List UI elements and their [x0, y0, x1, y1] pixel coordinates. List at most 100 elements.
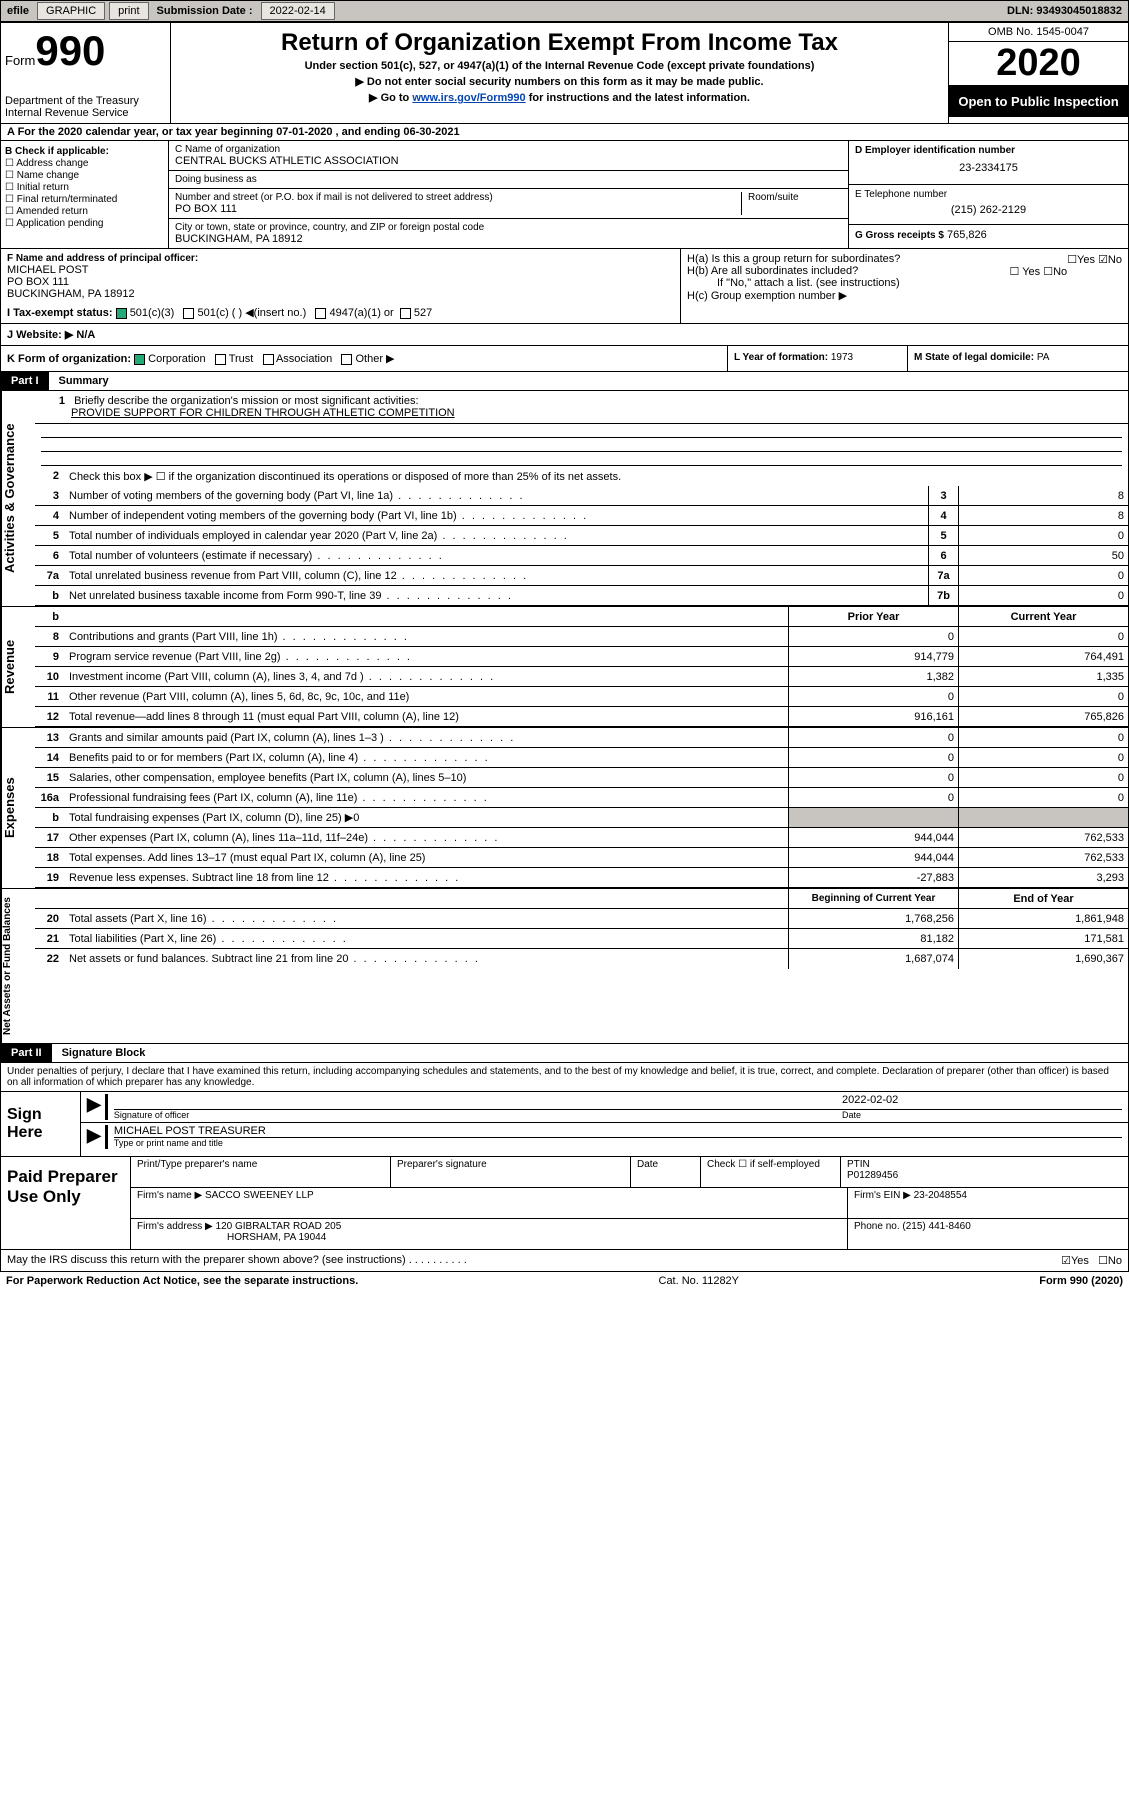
c11: 0 [958, 687, 1128, 706]
foot-center: Cat. No. 11282Y [659, 1275, 740, 1287]
c14: 0 [958, 748, 1128, 767]
subtitle-1: Under section 501(c), 527, or 4947(a)(1)… [181, 60, 938, 72]
line4: Number of independent voting members of … [65, 508, 928, 524]
col-current: Current Year [958, 607, 1128, 626]
p16a: 0 [788, 788, 958, 807]
p9: 914,779 [788, 647, 958, 666]
side-revenue: Revenue [1, 607, 35, 727]
checkbox-initial-return[interactable]: ☐ Initial return [5, 182, 164, 193]
checkbox-other[interactable] [341, 354, 352, 365]
c17: 762,533 [958, 828, 1128, 847]
tax-year: 2020 [949, 42, 1128, 86]
line11: Other revenue (Part VIII, column (A), li… [65, 689, 788, 705]
form-number: Form990 [5, 27, 166, 75]
submission-date: 2022-02-14 [261, 2, 335, 20]
year-formation: L Year of formation: 1973 [728, 346, 908, 371]
officer-street: PO BOX 111 [7, 276, 674, 288]
section-klm: K Form of organization: Corporation Trus… [0, 346, 1129, 372]
paid-preparer-label: Paid Preparer Use Only [1, 1157, 131, 1249]
firm-name: SACCO SWEENEY LLP [205, 1190, 314, 1201]
prep-sig-label: Preparer's signature [391, 1157, 631, 1187]
c13: 0 [958, 728, 1128, 747]
checkbox-final-return[interactable]: ☐ Final return/terminated [5, 194, 164, 205]
governance-section: Activities & Governance 1 Briefly descri… [0, 391, 1129, 606]
line10: Investment income (Part VIII, column (A)… [65, 669, 788, 685]
line2: Check this box ▶ ☐ if the organization d… [65, 468, 1128, 485]
p21: 81,182 [788, 929, 958, 948]
perjury-text: Under penalties of perjury, I declare th… [0, 1063, 1129, 1092]
b-header: B Check if applicable: [5, 146, 164, 157]
discuss-question: May the IRS discuss this return with the… [7, 1254, 467, 1267]
ptin-label: PTIN [847, 1159, 870, 1170]
city-value: BUCKINGHAM, PA 18912 [175, 233, 842, 245]
sig-date: 2022-02-02 [842, 1094, 1122, 1110]
c16a: 0 [958, 788, 1128, 807]
foot-left: For Paperwork Reduction Act Notice, see … [6, 1275, 358, 1287]
p8: 0 [788, 627, 958, 646]
val-6: 50 [958, 546, 1128, 565]
section-c: C Name of organization CENTRAL BUCKS ATH… [169, 141, 848, 248]
checkbox-amended-return[interactable]: ☐ Amended return [5, 206, 164, 217]
c22: 1,690,367 [958, 949, 1128, 969]
val-4: 8 [958, 506, 1128, 525]
p20: 1,768,256 [788, 909, 958, 928]
checkbox-501c[interactable] [183, 308, 194, 319]
city-label: City or town, state or province, country… [175, 222, 842, 233]
street-label: Number and street (or P.O. box if mail i… [175, 192, 741, 203]
checkbox-501c3[interactable] [116, 308, 127, 319]
checkbox-corporation[interactable] [134, 354, 145, 365]
checkbox-association[interactable] [263, 354, 274, 365]
ha-row: H(a) Is this a group return for subordin… [687, 253, 1122, 265]
graphic-button[interactable]: GRAPHIC [37, 2, 105, 20]
officer-city: BUCKINGHAM, PA 18912 [7, 288, 674, 300]
line19: Revenue less expenses. Subtract line 18 … [65, 870, 788, 886]
sign-here-block: Sign Here ▶ Signature of officer 2022-02… [0, 1092, 1129, 1157]
line7a: Total unrelated business revenue from Pa… [65, 568, 928, 584]
col-beginning: Beginning of Current Year [788, 889, 958, 908]
irs-link[interactable]: www.irs.gov/Form990 [412, 92, 525, 104]
line14: Benefits paid to or for members (Part IX… [65, 750, 788, 766]
firm-addr1: 120 GIBRALTAR ROAD 205 [216, 1221, 342, 1232]
website-row: J Website: ▶ N/A [0, 324, 1129, 346]
checkbox-527[interactable] [400, 308, 411, 319]
checkbox-name-change[interactable]: ☐ Name change [5, 170, 164, 181]
dln: DLN: 93493045018832 [1007, 5, 1128, 17]
c8: 0 [958, 627, 1128, 646]
phone-label: E Telephone number [855, 189, 1122, 200]
ptin-value: P01289456 [847, 1170, 898, 1181]
c10: 1,335 [958, 667, 1128, 686]
checkbox-application-pending[interactable]: ☐ Application pending [5, 218, 164, 229]
line17: Other expenses (Part IX, column (A), lin… [65, 830, 788, 846]
checkbox-address-change[interactable]: ☐ Address change [5, 158, 164, 169]
c9: 764,491 [958, 647, 1128, 666]
footer: For Paperwork Reduction Act Notice, see … [0, 1272, 1129, 1290]
prep-date-label: Date [631, 1157, 701, 1187]
firm-addr-label: Firm's address ▶ [137, 1221, 213, 1232]
discuss-no[interactable]: ☐No [1098, 1255, 1122, 1267]
p14: 0 [788, 748, 958, 767]
mission-text: PROVIDE SUPPORT FOR CHILDREN THROUGH ATH… [41, 407, 455, 419]
form-of-org: K Form of organization: Corporation Trus… [1, 346, 728, 371]
p10: 1,382 [788, 667, 958, 686]
checkbox-4947[interactable] [315, 308, 326, 319]
checkbox-trust[interactable] [215, 354, 226, 365]
section-bcdeg: B Check if applicable: ☐ Address change … [0, 141, 1129, 249]
phone-value: (215) 262-2129 [855, 200, 1122, 220]
netassets-section: Net Assets or Fund Balances Beginning of… [0, 888, 1129, 1044]
form-header: Form990 Department of the Treasury Inter… [0, 22, 1129, 124]
hc-row: H(c) Group exemption number ▶ [687, 289, 1122, 302]
p11: 0 [788, 687, 958, 706]
print-button[interactable]: print [109, 2, 148, 20]
firm-ein: 23-2048554 [914, 1190, 967, 1201]
hb-note: If "No," attach a list. (see instruction… [687, 277, 1122, 289]
discuss-yes[interactable]: ☑Yes [1061, 1255, 1089, 1267]
c19: 3,293 [958, 868, 1128, 887]
p18: 944,044 [788, 848, 958, 867]
section-b: B Check if applicable: ☐ Address change … [1, 141, 169, 248]
open-inspection: Open to Public Inspection [949, 86, 1128, 117]
p22: 1,687,074 [788, 949, 958, 969]
section-fh: F Name and address of principal officer:… [0, 249, 1129, 324]
arrow-icon: ▶ [87, 1125, 101, 1149]
ein-value: 23-2334175 [855, 156, 1122, 180]
expenses-section: Expenses 13Grants and similar amounts pa… [0, 727, 1129, 888]
